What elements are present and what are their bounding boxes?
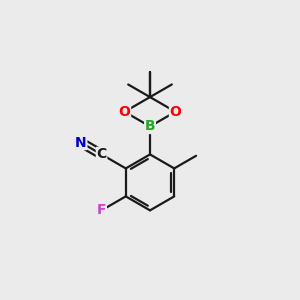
Text: F: F bbox=[97, 203, 106, 218]
Text: C: C bbox=[96, 147, 107, 161]
Text: N: N bbox=[75, 136, 87, 149]
Text: O: O bbox=[169, 105, 181, 119]
Text: O: O bbox=[118, 105, 130, 119]
Text: B: B bbox=[145, 119, 155, 134]
